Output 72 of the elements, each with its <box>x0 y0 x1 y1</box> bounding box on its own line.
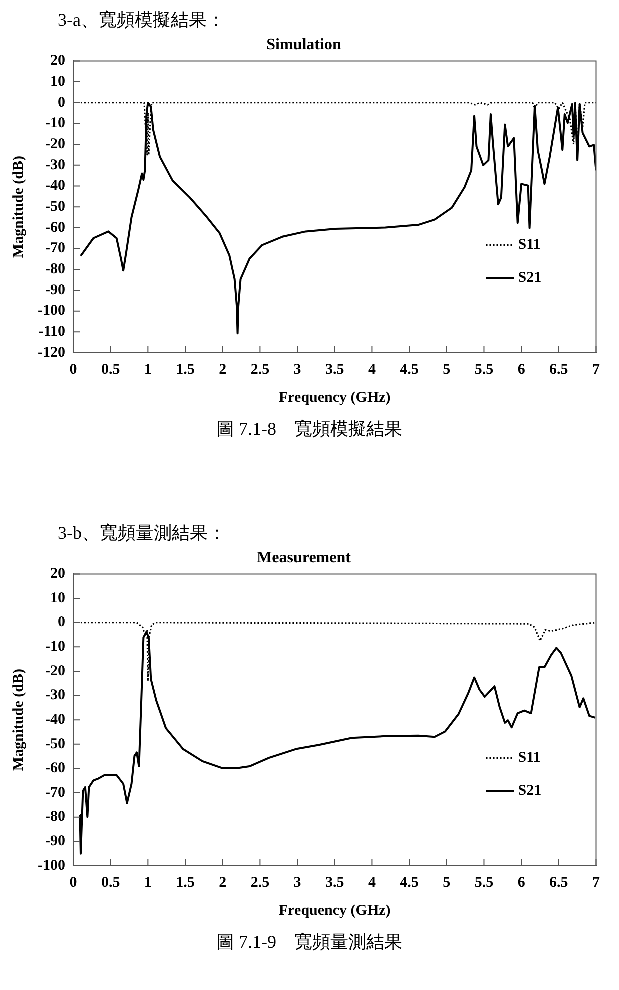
x-axis-title: Frequency (GHz) <box>278 390 391 406</box>
legend-label: S21 <box>518 782 542 799</box>
x-tick-label: 1.5 <box>176 874 195 891</box>
x-tick-label: 0 <box>70 874 78 891</box>
chart-title: Measurement <box>257 550 352 567</box>
y-tick-label: 10 <box>50 74 66 90</box>
y-tick-label: 0 <box>58 614 66 631</box>
x-tick-label: 6.5 <box>550 874 568 891</box>
y-tick-label: -110 <box>38 324 66 340</box>
y-tick-label: -60 <box>45 220 66 236</box>
y-tick-label: -100 <box>38 858 66 874</box>
x-tick-label: 3.5 <box>326 874 344 891</box>
y-tick-label: -80 <box>45 809 66 826</box>
caption: 圖 7.1-8 寬頻模擬結果 <box>216 418 404 441</box>
y-tick-label: 0 <box>58 94 66 111</box>
x-tick-label: 6 <box>518 874 526 891</box>
x-tick-label: 1 <box>144 362 152 378</box>
y-tick-label: -70 <box>45 784 66 801</box>
x-tick-label: 2.5 <box>250 362 270 378</box>
y-tick-label: -80 <box>45 262 66 278</box>
y-tick-label: -60 <box>45 760 66 777</box>
x-tick-label: 7 <box>592 362 600 378</box>
y-tick-label: -50 <box>45 198 66 215</box>
y-tick-label: -20 <box>45 663 66 680</box>
x-tick-label: 5 <box>443 362 451 378</box>
x-tick-label: 5.5 <box>474 874 494 891</box>
y-tick-label: -30 <box>45 688 66 704</box>
y-axis-title: Magnitude (dB) <box>10 669 27 772</box>
x-tick-label: 6 <box>518 362 526 378</box>
y-tick-label: -40 <box>45 178 66 194</box>
y-tick-label: 20 <box>50 566 66 582</box>
y-tick-label: -90 <box>45 282 66 298</box>
x-tick-label: 4 <box>368 874 376 891</box>
y-tick-label: -10 <box>45 116 66 132</box>
y-axis-title: Magnitude (dB) <box>10 156 27 258</box>
x-tick-label: 2 <box>219 362 227 378</box>
legend-label: S11 <box>518 236 541 253</box>
y-tick-label: 20 <box>50 53 66 70</box>
x-tick-label: 1.5 <box>176 362 195 378</box>
y-tick-label: -120 <box>38 344 66 361</box>
x-tick-label: 5 <box>443 874 451 891</box>
y-tick-label: -40 <box>45 712 66 728</box>
x-tick-label: 3 <box>294 362 302 378</box>
y-tick-label: 10 <box>50 590 66 606</box>
x-tick-label: 5.5 <box>474 362 494 378</box>
y-tick-label: -10 <box>45 639 66 656</box>
x-tick-label: 2.5 <box>250 874 270 891</box>
x-tick-label: 4.5 <box>400 362 419 378</box>
x-tick-label: 6.5 <box>550 362 568 378</box>
x-tick-label: 0 <box>70 362 78 378</box>
x-tick-label: 7 <box>592 874 600 891</box>
caption: 圖 7.1-9 寬頻量測結果 <box>216 931 404 954</box>
x-tick-label: 0.5 <box>101 874 120 891</box>
y-tick-label: -90 <box>45 834 66 850</box>
legend-label: S11 <box>518 750 541 766</box>
y-tick-label: -100 <box>38 303 66 320</box>
y-tick-label: -30 <box>45 157 66 174</box>
y-tick-label: -20 <box>45 136 66 152</box>
x-tick-label: 4.5 <box>400 874 419 891</box>
text: 3-a、寬頻模擬結果： <box>58 9 226 32</box>
legend-label: S21 <box>518 270 542 286</box>
x-tick-label: 1 <box>144 874 152 891</box>
chart-title: Simulation <box>266 36 342 54</box>
y-tick-label: -70 <box>45 240 66 257</box>
x-tick-label: 4 <box>368 362 376 378</box>
x-tick-label: 0.5 <box>101 362 120 378</box>
y-tick-label: -50 <box>45 736 66 752</box>
x-tick-label: 3 <box>294 874 302 891</box>
x-tick-label: 3.5 <box>326 362 344 378</box>
text: 3-b、寬頻量測結果： <box>58 522 227 545</box>
x-tick-label: 2 <box>219 874 227 891</box>
x-axis-title: Frequency (GHz) <box>278 902 391 919</box>
